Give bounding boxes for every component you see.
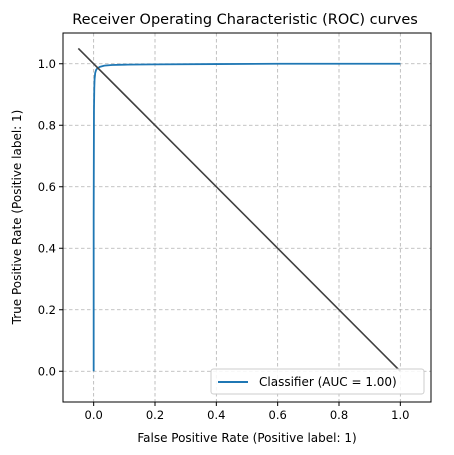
chart-title: Receiver Operating Characteristic (ROC) … bbox=[72, 12, 418, 28]
y-tick-label-2: 0.4 bbox=[38, 241, 56, 255]
legend-label-classifier: Classifier (AUC = 1.00) bbox=[259, 375, 397, 389]
x-axis-ticks: 0.0 0.2 0.4 0.6 0.8 1.0 bbox=[85, 402, 409, 422]
legend: Classifier (AUC = 1.00) bbox=[210, 368, 425, 395]
x-tick-label-4: 0.8 bbox=[330, 408, 348, 422]
y-tick-label-4: 0.8 bbox=[38, 118, 56, 132]
y-axis-ticks: 0.0 0.2 0.4 0.6 0.8 1.0 bbox=[38, 57, 63, 378]
x-tick-label-1: 0.2 bbox=[146, 408, 164, 422]
x-axis-label: False Positive Rate (Positive label: 1) bbox=[137, 431, 356, 445]
x-tick-label-0: 0.0 bbox=[85, 408, 103, 422]
legend-box bbox=[210, 368, 425, 395]
x-tick-label-3: 0.6 bbox=[269, 408, 287, 422]
plot-frame bbox=[62, 32, 432, 403]
y-tick-label-1: 0.2 bbox=[38, 303, 56, 317]
reference-line bbox=[77, 47, 401, 372]
x-tick-label-2: 0.4 bbox=[207, 408, 225, 422]
classifier-roc-curve bbox=[92, 62, 401, 372]
y-axis-label: True Positive Rate (Positive label: 1) bbox=[10, 110, 24, 326]
x-tick-label-5: 1.0 bbox=[391, 408, 409, 422]
y-tick-label-3: 0.6 bbox=[38, 180, 56, 194]
y-tick-label-5: 1.0 bbox=[38, 57, 56, 71]
y-tick-label-0: 0.0 bbox=[38, 364, 56, 378]
series-group bbox=[77, 47, 401, 372]
